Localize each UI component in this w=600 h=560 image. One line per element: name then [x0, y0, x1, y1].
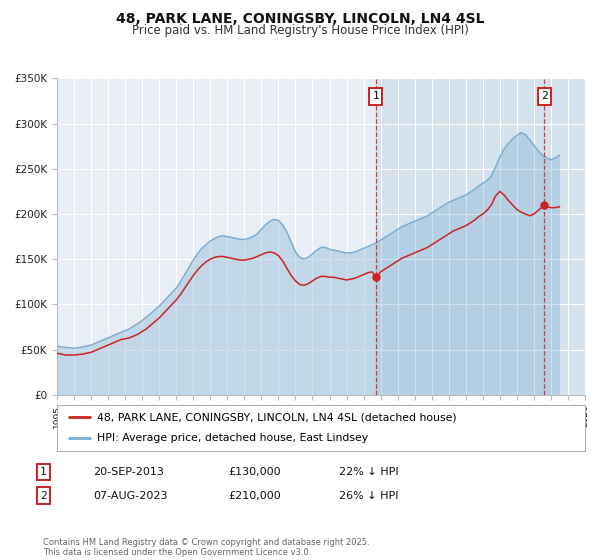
Text: 48, PARK LANE, CONINGSBY, LINCOLN, LN4 4SL: 48, PARK LANE, CONINGSBY, LINCOLN, LN4 4… — [116, 12, 484, 26]
Text: 48, PARK LANE, CONINGSBY, LINCOLN, LN4 4SL (detached house): 48, PARK LANE, CONINGSBY, LINCOLN, LN4 4… — [97, 412, 456, 422]
Text: 1: 1 — [373, 91, 379, 101]
Bar — [376, 78, 585, 395]
Text: £130,000: £130,000 — [228, 467, 281, 477]
Text: 1: 1 — [40, 467, 47, 477]
Text: 2: 2 — [40, 491, 47, 501]
Bar — [568, 78, 585, 395]
Text: Contains HM Land Registry data © Crown copyright and database right 2025.
This d: Contains HM Land Registry data © Crown c… — [43, 538, 370, 557]
Text: 2: 2 — [541, 91, 547, 101]
Text: Price paid vs. HM Land Registry's House Price Index (HPI): Price paid vs. HM Land Registry's House … — [131, 24, 469, 36]
Text: HPI: Average price, detached house, East Lindsey: HPI: Average price, detached house, East… — [97, 433, 368, 444]
Text: 22% ↓ HPI: 22% ↓ HPI — [339, 467, 398, 477]
Text: 20-SEP-2013: 20-SEP-2013 — [93, 467, 164, 477]
Text: £210,000: £210,000 — [228, 491, 281, 501]
Text: 26% ↓ HPI: 26% ↓ HPI — [339, 491, 398, 501]
Text: 07-AUG-2023: 07-AUG-2023 — [93, 491, 167, 501]
